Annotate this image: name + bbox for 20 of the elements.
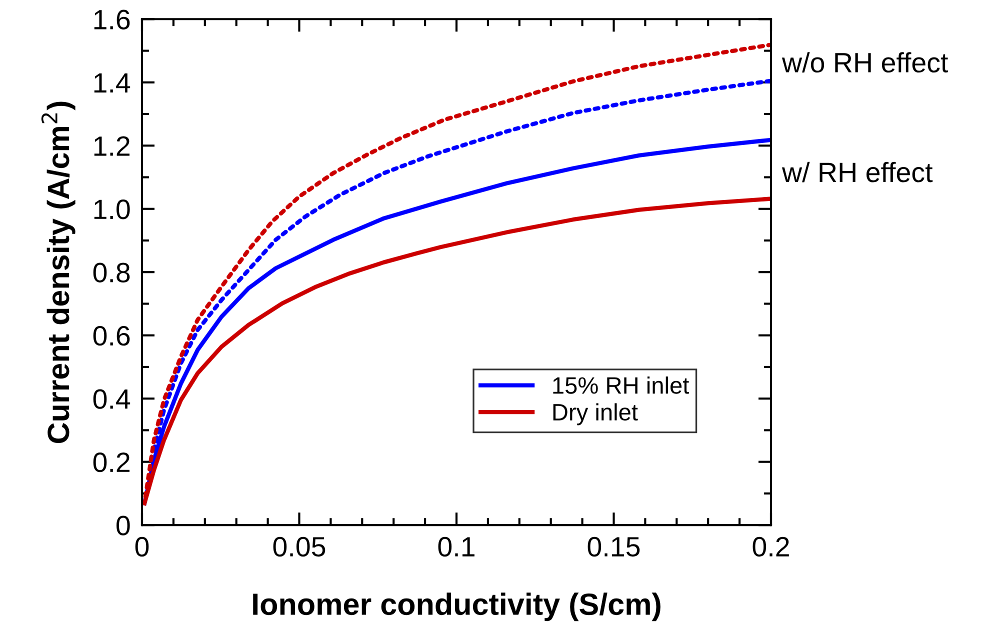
text: w/ RH effect bbox=[782, 162, 933, 182]
y-tick-label: 1.6 bbox=[94, 10, 130, 30]
y-tick-label: 0.8 bbox=[93, 262, 130, 282]
x-tick-label: 0 bbox=[135, 536, 149, 557]
y-tick-label: 1.2 bbox=[94, 136, 130, 156]
legend-label: Dry inlet bbox=[553, 403, 638, 426]
x-axis-title: Ionomer conductivity (S/cm) bbox=[253, 592, 660, 622]
y-tick-label: 0.2 bbox=[93, 452, 130, 472]
text: w/o RH effect bbox=[782, 52, 948, 73]
x-tick-label: 0.15 bbox=[588, 536, 640, 557]
y-tick-label: 0.4 bbox=[93, 389, 130, 409]
y-tick-label: 0.6 bbox=[93, 326, 130, 346]
x-tick-label: 0.2 bbox=[752, 536, 789, 557]
y-axis-title: Current density (A/cm$^{2}$) bbox=[41, 102, 76, 444]
x-tick-label: 0.1 bbox=[438, 536, 474, 557]
y-tick-label: 1.4 bbox=[94, 73, 130, 92]
y-tick-label: 0 bbox=[116, 516, 130, 536]
y-tick-label: 1.0 bbox=[94, 200, 130, 220]
legend-label: 15% RH inlet bbox=[553, 376, 690, 394]
x-tick-label: 0.05 bbox=[273, 536, 326, 557]
